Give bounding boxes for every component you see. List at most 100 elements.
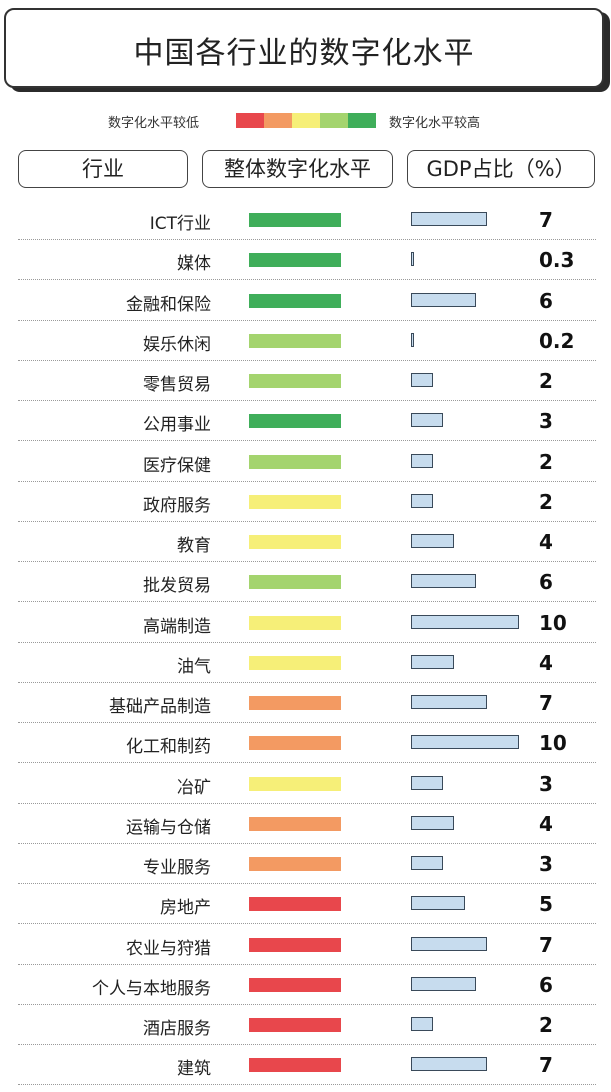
level-bar bbox=[249, 575, 341, 589]
industry-label: 公用事业 bbox=[143, 415, 211, 435]
table-row: 冶矿 3 bbox=[18, 764, 596, 804]
gdp-value-label: 7 bbox=[539, 691, 553, 715]
industry-label: 高端制造 bbox=[143, 617, 211, 637]
table-row: 油气 4 bbox=[18, 643, 596, 683]
industry-label: 教育 bbox=[177, 536, 211, 556]
row-divider bbox=[18, 320, 596, 321]
row-divider bbox=[18, 722, 596, 723]
legend: 数字化水平较低 数字化水平较高 bbox=[0, 111, 611, 131]
row-divider bbox=[18, 682, 596, 683]
level-bar bbox=[249, 978, 341, 992]
row-divider bbox=[18, 883, 596, 884]
level-bar bbox=[249, 535, 341, 549]
row-divider bbox=[18, 964, 596, 965]
gdp-bar bbox=[411, 293, 476, 307]
table-row: 政府服务 2 bbox=[18, 482, 596, 522]
legend-high-label: 数字化水平较高 bbox=[389, 116, 481, 131]
gdp-bar bbox=[411, 977, 476, 991]
gdp-bar bbox=[411, 1017, 433, 1031]
gdp-value-label: 4 bbox=[539, 651, 553, 675]
gdp-value-label: 7 bbox=[539, 933, 553, 957]
level-bar bbox=[249, 777, 341, 791]
level-bar bbox=[249, 334, 341, 348]
table-row: 批发贸易 6 bbox=[18, 562, 596, 602]
industry-label: 冶矿 bbox=[177, 778, 211, 798]
gdp-bar bbox=[411, 735, 519, 749]
industry-label: 专业服务 bbox=[143, 858, 211, 878]
table-row: 医疗保健 2 bbox=[18, 442, 596, 482]
table-row: ICT行业 7 bbox=[18, 200, 596, 240]
row-divider bbox=[18, 561, 596, 562]
industry-label: 油气 bbox=[177, 657, 211, 677]
table-row: 教育 4 bbox=[18, 522, 596, 562]
industry-label: 酒店服务 bbox=[143, 1019, 211, 1039]
gdp-bar bbox=[411, 252, 414, 266]
legend-swatch bbox=[320, 113, 348, 128]
row-divider bbox=[18, 762, 596, 763]
table-row: 专业服务 3 bbox=[18, 844, 596, 884]
legend-low-label: 数字化水平较低 bbox=[108, 116, 200, 131]
industry-label: 运输与仓储 bbox=[126, 818, 211, 838]
table-row: 农业与狩猎 7 bbox=[18, 925, 596, 965]
gdp-value-label: 3 bbox=[539, 409, 553, 433]
row-divider bbox=[18, 440, 596, 441]
header-industry: 行业 bbox=[18, 150, 188, 188]
level-bar bbox=[249, 495, 341, 509]
table-row: 运输与仓储 4 bbox=[18, 804, 596, 844]
industry-label: 房地产 bbox=[160, 898, 211, 918]
gdp-bar bbox=[411, 1057, 487, 1071]
industry-label: 个人与本地服务 bbox=[92, 979, 211, 999]
gdp-bar bbox=[411, 494, 433, 508]
industry-label: 政府服务 bbox=[143, 496, 211, 516]
level-bar bbox=[249, 736, 341, 750]
table-row: 零售贸易 2 bbox=[18, 361, 596, 401]
industry-label: 基础产品制造 bbox=[109, 697, 211, 717]
row-divider bbox=[18, 400, 596, 401]
gdp-bar bbox=[411, 695, 487, 709]
row-divider bbox=[18, 279, 596, 280]
gdp-value-label: 10 bbox=[539, 611, 567, 635]
gdp-bar bbox=[411, 896, 465, 910]
gdp-value-label: 2 bbox=[539, 369, 553, 393]
row-divider bbox=[18, 803, 596, 804]
level-bar bbox=[249, 857, 341, 871]
row-divider bbox=[18, 1044, 596, 1045]
level-bar bbox=[249, 1018, 341, 1032]
gdp-value-label: 6 bbox=[539, 289, 553, 313]
industry-label: 媒体 bbox=[177, 254, 211, 274]
legend-swatch bbox=[236, 113, 264, 128]
level-bar bbox=[249, 1058, 341, 1072]
row-divider bbox=[18, 239, 596, 240]
title-box: 中国各行业的数字化水平 bbox=[4, 8, 604, 88]
industry-label: 金融和保险 bbox=[126, 295, 211, 315]
row-divider bbox=[18, 923, 596, 924]
industry-label: ICT行业 bbox=[149, 214, 211, 234]
level-bar bbox=[249, 213, 341, 227]
header-gdp: GDP占比（%） bbox=[407, 150, 595, 188]
industry-label: 建筑 bbox=[177, 1059, 211, 1079]
table-row: 媒体 0.3 bbox=[18, 240, 596, 280]
gdp-value-label: 3 bbox=[539, 772, 553, 796]
gdp-bar bbox=[411, 856, 443, 870]
gdp-value-label: 7 bbox=[539, 208, 553, 232]
row-divider bbox=[18, 1084, 596, 1085]
gdp-bar bbox=[411, 454, 433, 468]
level-bar bbox=[249, 253, 341, 267]
gdp-bar bbox=[411, 776, 443, 790]
gdp-value-label: 2 bbox=[539, 450, 553, 474]
gdp-bar bbox=[411, 413, 443, 427]
level-bar bbox=[249, 455, 341, 469]
row-divider bbox=[18, 642, 596, 643]
gdp-value-label: 4 bbox=[539, 530, 553, 554]
row-divider bbox=[18, 360, 596, 361]
row-divider bbox=[18, 843, 596, 844]
gdp-value-label: 3 bbox=[539, 852, 553, 876]
table-row: 酒店服务 2 bbox=[18, 1005, 596, 1045]
industry-label: 农业与狩猎 bbox=[126, 939, 211, 959]
gdp-bar bbox=[411, 574, 476, 588]
gdp-value-label: 7 bbox=[539, 1053, 553, 1077]
table-row: 高端制造 10 bbox=[18, 603, 596, 643]
row-divider bbox=[18, 521, 596, 522]
gdp-bar bbox=[411, 333, 414, 347]
gdp-value-label: 5 bbox=[539, 892, 553, 916]
